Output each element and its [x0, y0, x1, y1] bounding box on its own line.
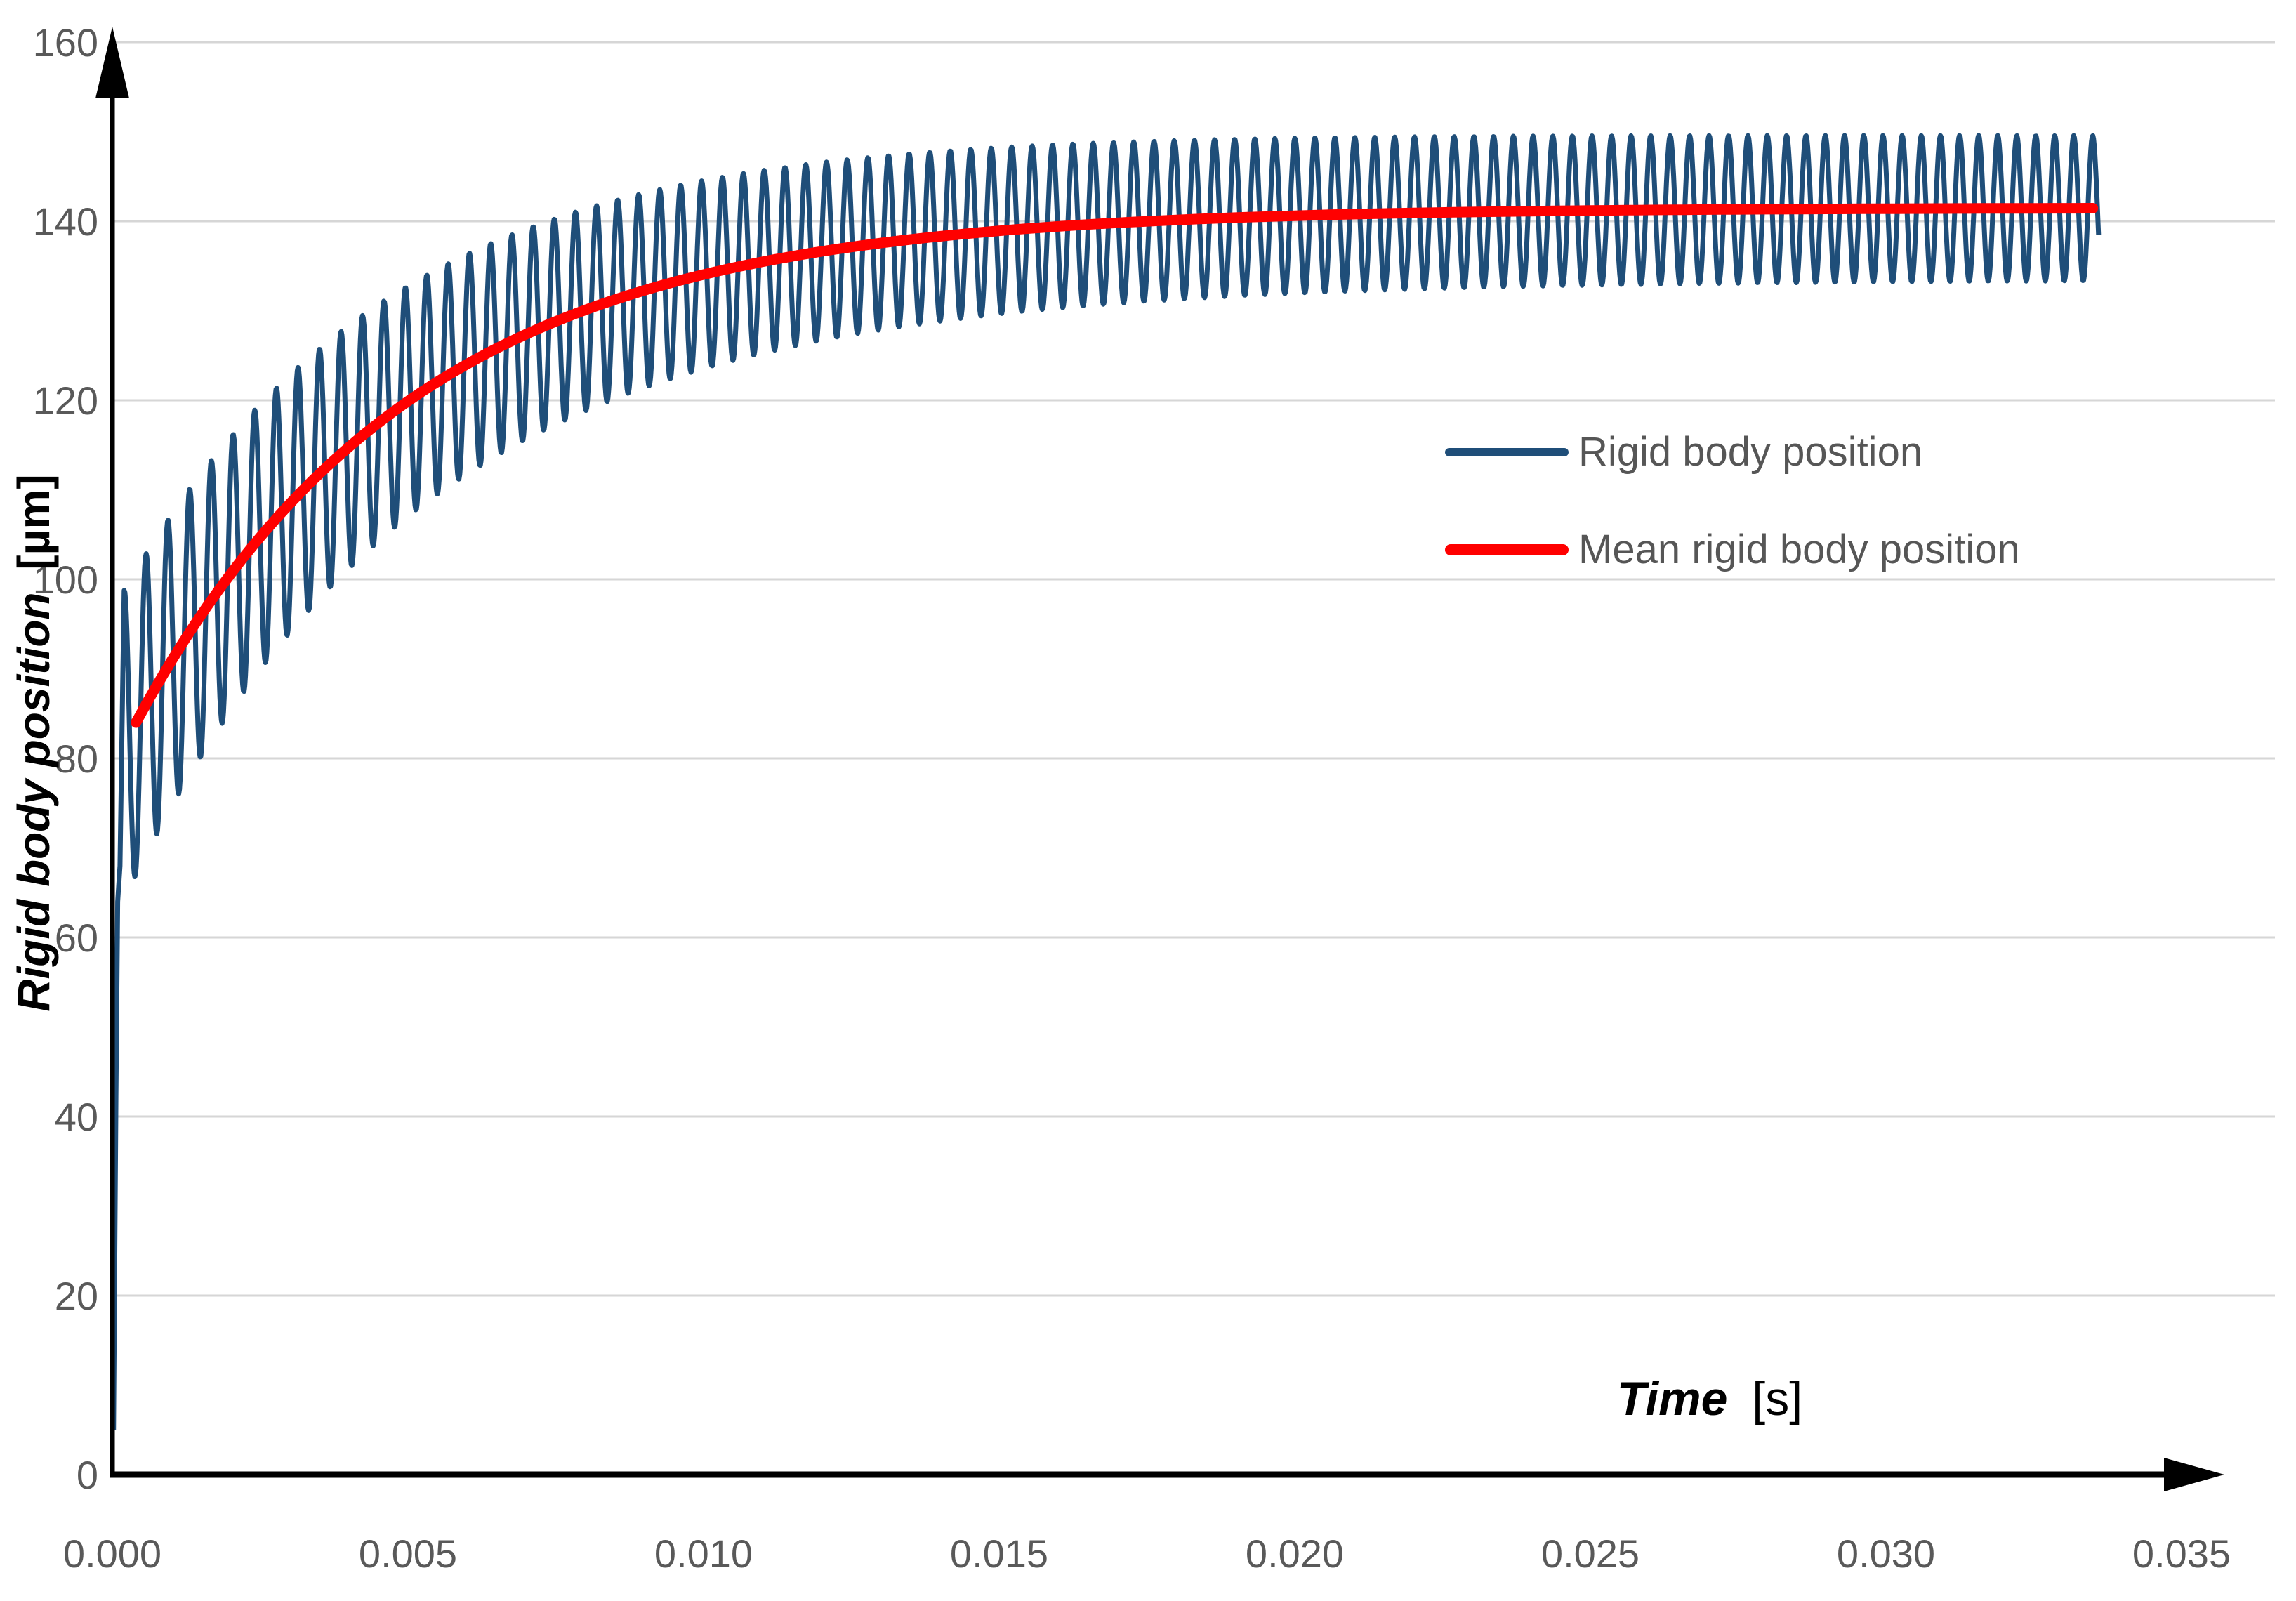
y-tick-label-100: 100 — [33, 558, 98, 602]
gridlines — [112, 41, 2275, 1297]
x-tick-label-0.005: 0.005 — [359, 1531, 457, 1576]
x-axis-arrowhead-icon — [2164, 1458, 2224, 1491]
y-tick-label-40: 40 — [55, 1095, 98, 1139]
legend-item-rigid-body-position: Rigid body position — [1445, 428, 2020, 475]
legend-item-mean-rigid-body-position: Mean rigid body position — [1445, 526, 2020, 573]
x-axis-title: Time [s] — [1617, 1371, 1802, 1426]
legend-label-rigid-body-position: Rigid body position — [1578, 429, 1923, 475]
y-axis-arrowhead-icon — [95, 27, 129, 98]
y-tick-label-120: 120 — [33, 378, 98, 423]
x-tick-label-0.030: 0.030 — [1837, 1531, 1935, 1576]
legend: Rigid body position Mean rigid body posi… — [1445, 428, 2020, 573]
y-tick-label-20: 20 — [55, 1274, 98, 1318]
x-tick-label-0.025: 0.025 — [1541, 1531, 1639, 1576]
y-tick-label-80: 80 — [55, 737, 98, 781]
x-tick-label-0.015: 0.015 — [950, 1531, 1048, 1576]
y-tick-label-60: 60 — [55, 916, 98, 960]
y-axis-title-unit: [µm] — [8, 474, 59, 570]
legend-swatch-rigid-body-position — [1445, 447, 1569, 456]
x-tick-label-0.000: 0.000 — [63, 1531, 161, 1576]
tick-labels: 0 20 40 60 80 100 120 140 160 0.000 0.005 0.010 0.01… — [33, 20, 2231, 1576]
x-tick-label-0.020: 0.020 — [1246, 1531, 1344, 1576]
y-axis-title: Rigid body position [µm] — [8, 474, 60, 1011]
legend-label-mean-rigid-body-position: Mean rigid body position — [1578, 527, 2020, 572]
series-rigid-body-position — [111, 133, 2102, 1430]
legend-swatch-mean-rigid-body-position — [1445, 543, 1569, 555]
axes — [95, 27, 2224, 1491]
x-tick-label-0.035: 0.035 — [2132, 1531, 2231, 1576]
y-tick-label-0: 0 — [77, 1453, 98, 1497]
series-mean-rigid-body-position — [131, 203, 2099, 728]
y-tick-label-160: 160 — [33, 20, 98, 65]
series-lines — [111, 133, 2102, 1430]
x-axis-title-unit: [s] — [1752, 1372, 1803, 1425]
y-axis-title-text: Rigid body position — [8, 592, 59, 1012]
x-axis-title-text: Time — [1616, 1372, 1728, 1425]
y-tick-label-140: 140 — [33, 199, 98, 244]
x-tick-label-0.010: 0.010 — [654, 1531, 753, 1576]
